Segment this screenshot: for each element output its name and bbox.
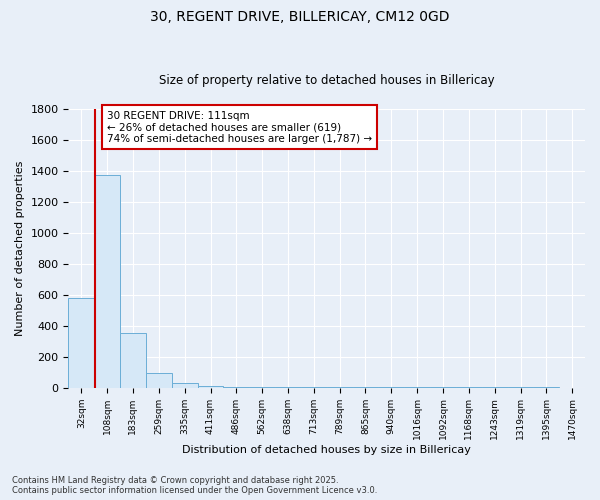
Text: 30, REGENT DRIVE, BILLERICAY, CM12 0GD: 30, REGENT DRIVE, BILLERICAY, CM12 0GD bbox=[150, 10, 450, 24]
Bar bbox=[249, 387, 275, 388]
Bar bbox=[172, 383, 198, 388]
Bar bbox=[223, 387, 249, 388]
Bar bbox=[120, 332, 146, 388]
Bar bbox=[198, 386, 223, 388]
Text: 30 REGENT DRIVE: 111sqm
← 26% of detached houses are smaller (619)
74% of semi-d: 30 REGENT DRIVE: 111sqm ← 26% of detache… bbox=[107, 110, 372, 144]
Text: Contains HM Land Registry data © Crown copyright and database right 2025.
Contai: Contains HM Land Registry data © Crown c… bbox=[12, 476, 377, 495]
Bar bbox=[94, 175, 120, 388]
Bar bbox=[68, 298, 94, 388]
Y-axis label: Number of detached properties: Number of detached properties bbox=[15, 160, 25, 336]
Title: Size of property relative to detached houses in Billericay: Size of property relative to detached ho… bbox=[159, 74, 494, 87]
X-axis label: Distribution of detached houses by size in Billericay: Distribution of detached houses by size … bbox=[182, 445, 471, 455]
Bar bbox=[146, 373, 172, 388]
